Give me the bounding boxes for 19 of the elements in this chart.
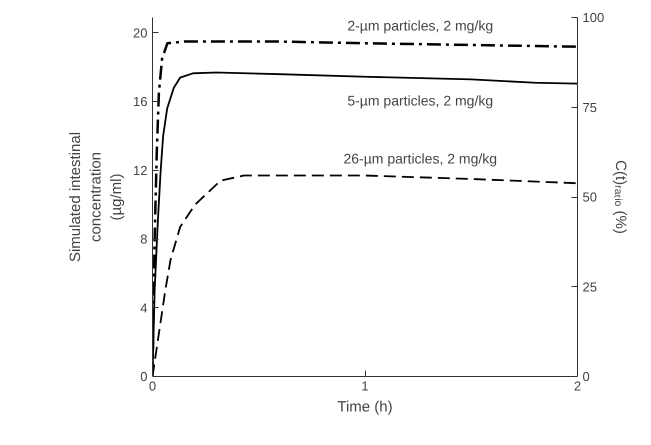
y-tick-label: 20 (133, 25, 148, 40)
series-label: 26-µm particles, 2 mg/kg (343, 150, 498, 166)
series-label: 5-µm particles, 2 mg/kg (347, 92, 494, 108)
y2-tick-label: 0 (582, 369, 590, 384)
x-axis-title: Time (h) (337, 398, 393, 416)
series-label: 2-µm particles, 2 mg/kg (347, 17, 494, 34)
y-tick-label: 16 (133, 94, 148, 110)
y-tick-label: 8 (140, 232, 148, 247)
y2-tick-label: 75 (582, 100, 597, 115)
y-tick-label: 12 (133, 162, 148, 178)
x-tick-label: 2 (574, 378, 582, 394)
y-tick-label: 0 (140, 369, 148, 384)
y2-tick-label: 25 (582, 279, 597, 294)
y2-tick-label: 50 (582, 190, 597, 204)
x-tick-label: 1 (361, 378, 369, 394)
y2-axis-title: C(t)ᵣₐₜᵢₒ (%) (612, 160, 630, 234)
y2-tick-label: 100 (582, 10, 604, 25)
y-tick-label: 4 (140, 300, 148, 316)
y-axis-title: Simulated intestinal concentration (µg/ml) (67, 132, 126, 262)
